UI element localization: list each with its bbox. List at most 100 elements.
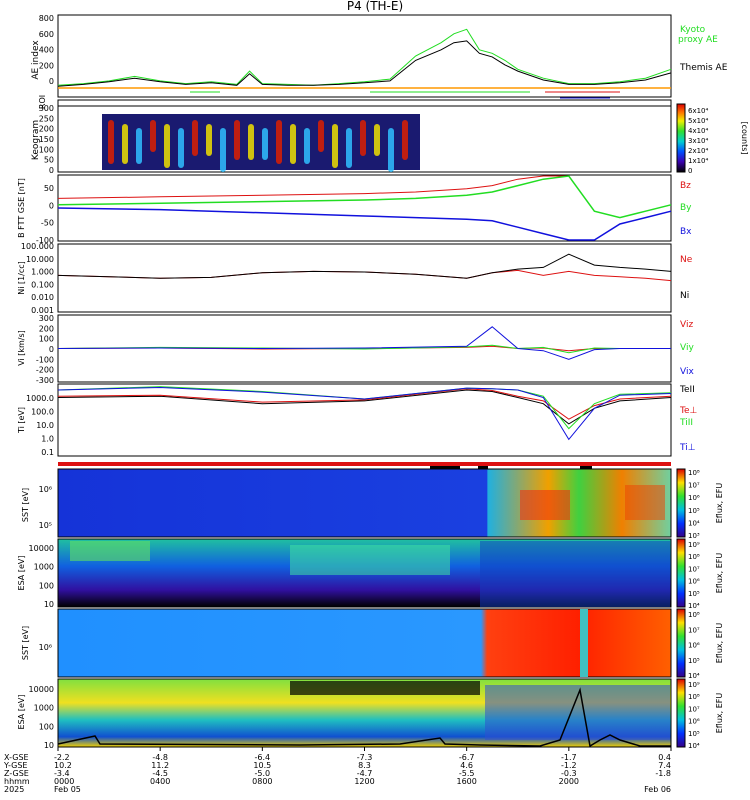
esa-i-colorbar-label: Eflux, EFU — [715, 693, 724, 734]
keogram-streak — [318, 120, 324, 152]
legend-kyoto: Kyoto — [680, 25, 706, 35]
series-kyoto-proxy-ae — [57, 28, 672, 86]
esa-e-cb-tick-3: 10⁶ — [688, 578, 700, 586]
x-row-label-4: 2025 — [4, 785, 24, 794]
bfield-ytick-3: -100 — [36, 236, 54, 245]
keogram-ylabel: Keogram — [31, 120, 41, 160]
series-tiperp — [57, 386, 672, 441]
legend-viz: Viz — [680, 320, 693, 330]
keogram-streak — [374, 124, 380, 156]
bfield-ylabel: B FTT GSE [nT] — [17, 178, 26, 238]
x-tick-label: 10.2 — [54, 761, 72, 770]
x-tick-label: -0.3 — [561, 769, 577, 778]
panel-sst-electron: SST [eV] 10⁶ 10⁵ 10⁸ 10⁷ 10⁶ 10⁵ 10⁴ 10³ Eflu… — [21, 468, 724, 540]
keogram-ytick-5: 50 — [44, 156, 54, 165]
series-tepar — [57, 389, 672, 425]
sst-i-cb-tick-0: 10⁸ — [688, 611, 700, 619]
legend-tepar: TeII — [679, 385, 695, 395]
x-tick-label: 8.3 — [358, 761, 371, 770]
esa-i-colorbar — [676, 678, 686, 748]
temperature-ytick-3: 1.0 — [41, 435, 54, 444]
sst-e-cb-tick-3: 10⁵ — [688, 507, 700, 515]
temperature-ytick-0: 1000.0 — [26, 394, 54, 403]
legend-bz: Bz — [680, 181, 691, 191]
esa-e-ylabel: ESA [eV] — [17, 556, 26, 591]
esa-i-ytick-1: 1000 — [34, 704, 54, 713]
esa-e-bright-2 — [290, 545, 450, 575]
esa-e-colorbar — [676, 538, 686, 608]
velocity-ytick-4: -100 — [36, 355, 54, 364]
density-ytick-1: 10.000 — [26, 255, 54, 264]
x-tick-label: 4.6 — [460, 761, 473, 770]
velocity-ytick-6: -300 — [36, 376, 54, 385]
density-yticks: 100.000 10.000 1.000 0.100 0.010 0.001 — [21, 242, 54, 315]
esa-e-cb-tick-2: 10⁷ — [688, 565, 700, 573]
esa-i-trace — [57, 687, 671, 748]
x-tick-label: -1.8 — [655, 769, 671, 778]
keogram-cb-tick-2: 4x10⁴ — [688, 127, 709, 135]
series-ni — [57, 253, 672, 279]
temperature-ytick-4: 0.1 — [41, 448, 54, 457]
x-tick-label: 0.4 — [658, 753, 671, 762]
keogram-streak — [220, 128, 226, 172]
panel-ae: AE index 800 600 400 200 0 Kyoto proxy AE Th… — [31, 14, 728, 98]
sst-e-cb-tick-0: 10⁸ — [688, 469, 700, 477]
sst-e-hotspot — [520, 490, 570, 520]
esa-i-colorbar-ticks: 10⁹ 10⁸ 10⁷ 10⁶ 10⁵ 10⁴ — [688, 681, 700, 750]
x-row-label-0: X-GSE — [4, 753, 29, 762]
esa-i-dark — [290, 681, 480, 695]
esa-i-cb-tick-1: 10⁸ — [688, 693, 700, 701]
x-row-label-3: hhmm — [4, 777, 30, 786]
sst-e-ylabel: SST [eV] — [21, 488, 30, 522]
ae-ytick-4: 0 — [49, 77, 54, 86]
legend-ne: Ne — [680, 255, 693, 265]
series-bz — [57, 175, 569, 199]
sst-e-cb-tick-4: 10⁴ — [688, 519, 700, 527]
sst-e-ytick-0: 10⁶ — [39, 485, 52, 494]
esa-i-region — [485, 685, 670, 740]
x-tick-label: Feb 06 — [644, 785, 671, 794]
temperature-yticks: 1000.0 100.0 10.0 1.0 0.1 — [26, 394, 54, 457]
status-bar-black-1 — [430, 466, 460, 469]
status-bar-black-2 — [478, 466, 488, 469]
sst-e-ytick-1: 10⁵ — [39, 521, 52, 530]
keogram-colorbar-ticks: 6x10⁴ 5x10⁴ 4x10⁴ 3x10⁴ 2x10⁴ 1x10⁴ 0 — [688, 107, 709, 175]
x-tick-label: -4.7 — [357, 769, 373, 778]
esa-i-cb-tick-2: 10⁷ — [688, 705, 700, 713]
keogram-streak — [192, 120, 198, 156]
keogram-cb-tick-0: 6x10⁴ — [688, 107, 709, 115]
keogram-streak — [206, 124, 212, 156]
keogram-streak — [150, 120, 156, 152]
esa-e-cb-tick-1: 10⁸ — [688, 553, 700, 561]
velocity-ytick-2: 100 — [39, 335, 54, 344]
temperature-ylabel: Ti [eV] — [17, 407, 26, 434]
x-tick-label: 10.5 — [253, 761, 271, 770]
esa-i-yticks: 10000 1000 100 10 — [29, 685, 54, 750]
esa-e-cb-tick-5: 10⁴ — [688, 602, 700, 610]
sst-i-ytick-0: 10⁶ — [39, 643, 52, 652]
keogram-cb-tick-6: 0 — [688, 167, 692, 175]
keogram-cb-tick-5: 1x10⁴ — [688, 157, 709, 165]
x-row-label-1: Y-GSE — [3, 761, 27, 770]
esa-e-cb-tick-4: 10⁵ — [688, 590, 700, 598]
esa-i-ytick-3: 10 — [44, 741, 54, 750]
x-tick-label: 2000 — [559, 777, 579, 786]
density-ytick-5: 0.001 — [31, 306, 54, 315]
legend-teperp: Te⊥ — [679, 406, 698, 416]
series-themis-ae — [57, 40, 672, 87]
panel-keogram-frame — [57, 105, 672, 173]
x-tick-label: Feb 05 — [54, 785, 81, 794]
keogram-streak — [360, 120, 366, 156]
x-tick-label: 0800 — [252, 777, 272, 786]
x-axis: X-GSEY-GSEZ-GSEhhmm2025-2.210.2-3.40000F… — [3, 747, 672, 794]
sst-e-cb-tick-5: 10³ — [688, 532, 700, 540]
keogram-streak — [276, 120, 282, 164]
ae-yticks: 800 600 400 200 0 — [39, 14, 54, 86]
legend-ni: Ni — [680, 291, 689, 301]
sst-e-colorbar-ticks: 10⁸ 10⁷ 10⁶ 10⁵ 10⁴ 10³ — [688, 469, 700, 540]
status-bar-red — [58, 462, 671, 466]
x-tick-label: -4.5 — [152, 769, 168, 778]
velocity-ytick-3: 0 — [49, 345, 54, 354]
